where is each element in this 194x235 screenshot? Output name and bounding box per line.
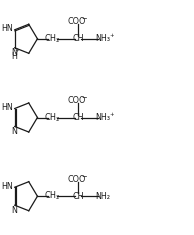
Text: HN: HN: [2, 182, 13, 191]
Text: NH₃: NH₃: [96, 34, 111, 43]
Text: N: N: [11, 48, 17, 57]
Text: CH$_2$: CH$_2$: [44, 111, 60, 124]
Text: HN: HN: [2, 103, 13, 112]
Text: CH: CH: [72, 192, 84, 201]
Text: −: −: [81, 16, 87, 22]
Text: +: +: [109, 33, 114, 38]
Text: CH$_2$: CH$_2$: [44, 32, 60, 45]
Text: HN: HN: [2, 24, 13, 33]
Text: COO: COO: [67, 175, 86, 184]
Text: N: N: [11, 206, 17, 215]
Text: NH₃: NH₃: [96, 113, 111, 122]
Text: −: −: [81, 174, 87, 180]
Text: +: +: [15, 48, 19, 53]
Text: +: +: [109, 112, 114, 117]
Text: CH$_2$: CH$_2$: [44, 190, 60, 203]
Text: CH: CH: [72, 113, 84, 122]
Text: COO: COO: [67, 96, 86, 105]
Text: NH₂: NH₂: [96, 192, 111, 201]
Text: COO: COO: [67, 17, 86, 26]
Text: CH: CH: [72, 34, 84, 43]
Text: −: −: [81, 95, 87, 101]
Text: N: N: [11, 127, 17, 136]
Text: H: H: [11, 52, 17, 61]
